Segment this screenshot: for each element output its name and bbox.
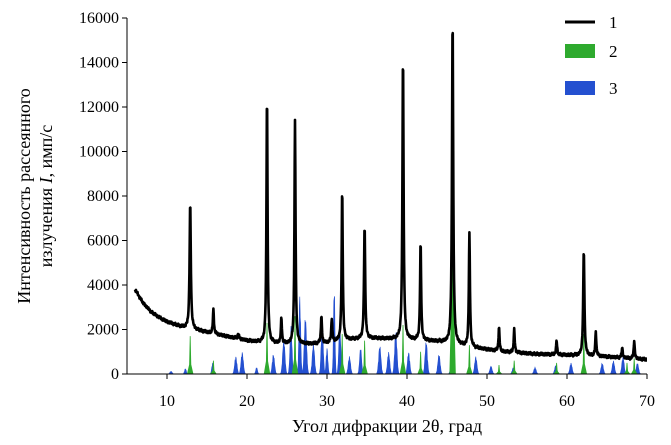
x-tick-label: 30: [319, 393, 335, 410]
y-tick-label: 0: [111, 366, 119, 383]
y-axis-ticks: 0 2000 4000 6000 8000 10000 12000 14000 16000: [79, 10, 127, 383]
x-tick-label: 20: [239, 393, 255, 410]
y-tick-label: 6000: [87, 233, 119, 250]
x-axis-title: Угол дифракции 2θ, град: [292, 416, 482, 436]
series-2-stick: [510, 360, 518, 374]
series-2-stick: [630, 358, 638, 374]
legend-swatch-3: [565, 81, 595, 95]
series-2-stick: [186, 336, 194, 374]
series-2-stick: [263, 322, 271, 374]
x-axis-ticks: 10 20 30 40 50 60 70: [159, 374, 655, 410]
series-2-stick: [417, 351, 424, 374]
y-tick-label: 12000: [79, 99, 119, 116]
x-tick-label: 50: [479, 393, 495, 410]
series-2-stick: [553, 362, 560, 374]
y-tick-label: 4000: [87, 277, 119, 294]
x-tick-label: 10: [159, 393, 175, 410]
legend: 1 2 3: [565, 13, 618, 98]
y-tick-label: 14000: [79, 55, 119, 72]
legend-label-2: 2: [609, 42, 618, 61]
series-2-stick: [495, 365, 503, 374]
series-2-stick: [210, 360, 217, 374]
y-axis-title-line2: излучения I, имп/с: [36, 125, 56, 267]
y-tick-label: 16000: [79, 10, 119, 27]
legend-swatch-2: [565, 44, 595, 58]
legend-label-3: 3: [609, 79, 618, 98]
y-axis-title-line1: Интенсивность рассеянного: [14, 88, 34, 304]
legend-entry-2: 2: [565, 42, 618, 61]
series-2-stick: [623, 362, 631, 374]
legend-entry-1: 1: [565, 13, 618, 32]
series-2-stick: [466, 345, 473, 374]
x-tick-label: 60: [559, 393, 575, 410]
series-3-path: [159, 296, 647, 374]
series-2-stick: [338, 333, 346, 374]
series-2-stick: [399, 325, 407, 374]
legend-entry-3: 3: [565, 79, 618, 98]
series-2-stick: [361, 340, 368, 374]
y-tick-label: 8000: [87, 188, 119, 205]
series-3-area: [159, 296, 647, 374]
series-1-line: [133, 31, 647, 362]
series-2-stick: [580, 333, 588, 374]
x-tick-label: 70: [639, 393, 655, 410]
x-tick-label: 40: [399, 393, 415, 410]
legend-label-1: 1: [609, 13, 618, 32]
y-tick-label: 10000: [79, 144, 119, 161]
series-1-path: [133, 31, 647, 362]
y-axis-title: Интенсивность рассеянного излучения I, и…: [14, 88, 56, 304]
series-2-stick: [291, 316, 299, 374]
y-tick-label: 2000: [87, 322, 119, 339]
